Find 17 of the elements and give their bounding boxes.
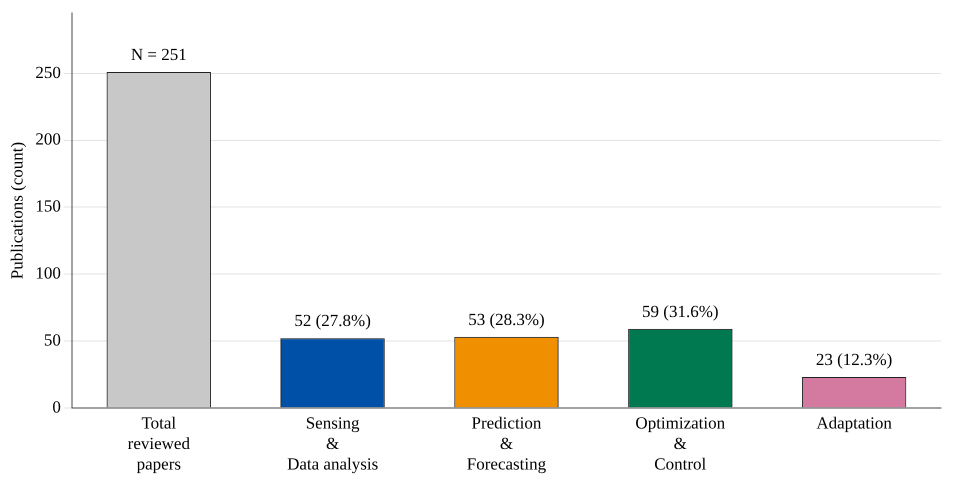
y-tick-label: 250	[35, 62, 61, 82]
y-tick-label: 200	[35, 130, 61, 149]
data-label: 23 (12.3%)	[816, 350, 892, 370]
x-tick-label: Total reviewed papers	[128, 413, 190, 474]
data-label: 52 (27.8%)	[294, 311, 371, 330]
x-tick-label: Adaptation	[816, 413, 892, 432]
y-tick-label: 0	[52, 397, 61, 416]
data-label: 59 (31.6%)	[642, 302, 719, 321]
y-tick-label: 50	[44, 330, 61, 350]
x-tick-label: Optimization & Control	[635, 413, 726, 474]
y-tick-label: 150	[35, 196, 61, 216]
y-tick-label: 100	[35, 264, 61, 283]
data-label: N = 251	[130, 45, 187, 64]
y-axis-title: Publications (count)	[8, 142, 27, 280]
data-label: 53 (28.3%)	[468, 310, 545, 329]
x-tick-label: Prediction & Forecasting	[466, 413, 547, 474]
x-tick-label: Sensing & Data analysis	[287, 413, 378, 474]
